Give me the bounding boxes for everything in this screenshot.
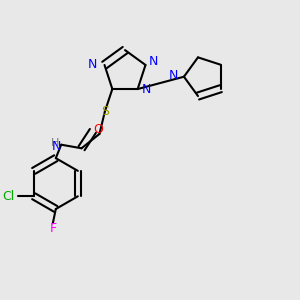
Text: N: N <box>148 56 158 68</box>
Text: N: N <box>141 82 151 95</box>
Text: N: N <box>52 140 61 153</box>
Text: S: S <box>101 105 109 118</box>
Text: H: H <box>50 138 59 148</box>
Text: N: N <box>169 69 178 82</box>
Text: Cl: Cl <box>2 190 15 203</box>
Text: N: N <box>88 58 97 71</box>
Text: O: O <box>93 123 103 136</box>
Text: F: F <box>49 222 56 235</box>
